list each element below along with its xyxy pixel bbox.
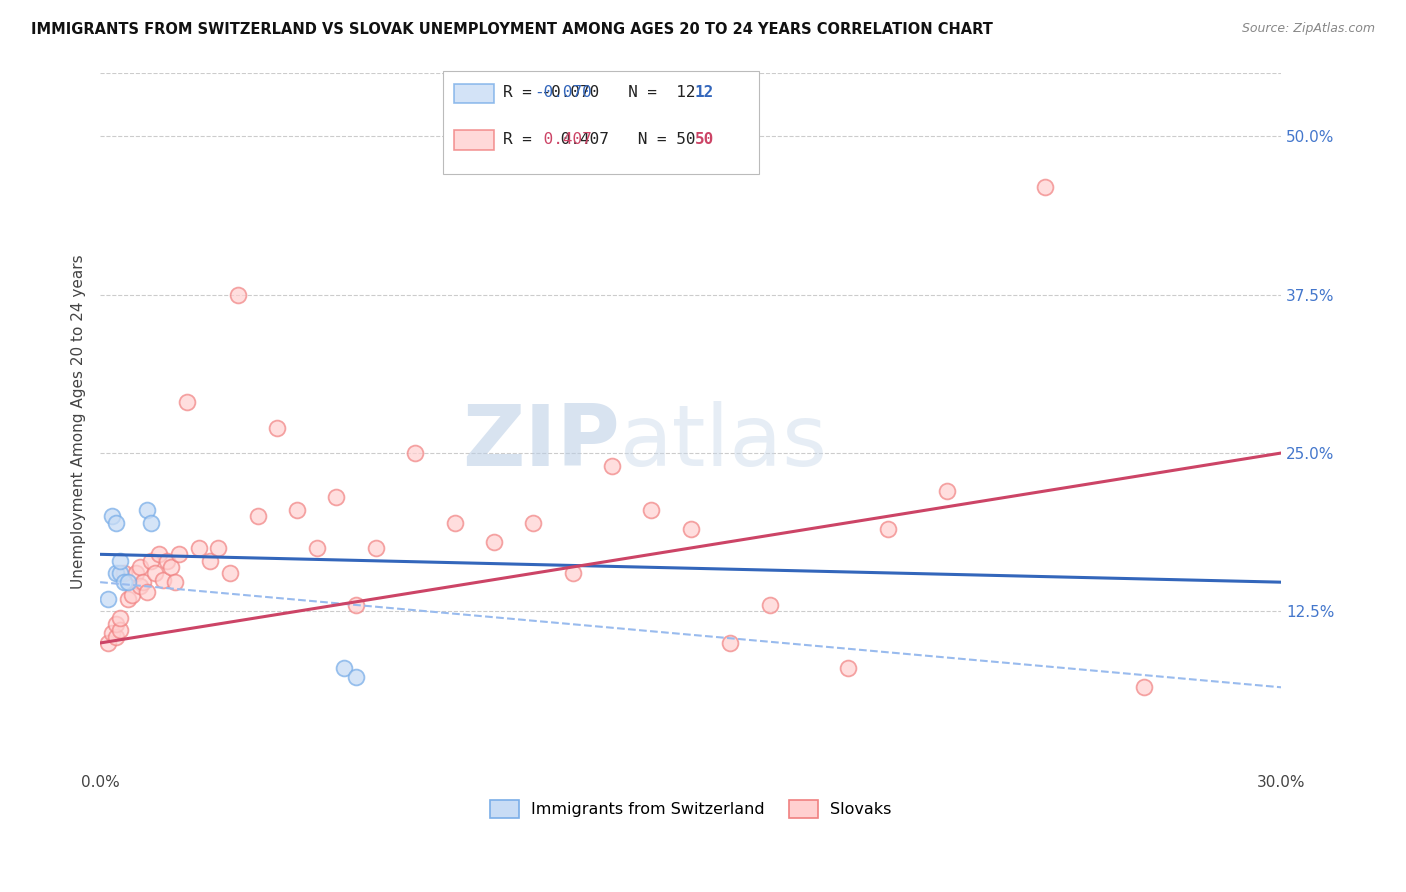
Slovaks [344, 598, 367, 612]
Slovaks [163, 575, 186, 590]
Slovaks [404, 446, 426, 460]
Slovaks [325, 491, 347, 505]
Immigrants from Switzerland [344, 670, 367, 684]
Slovaks [156, 554, 179, 568]
Slovaks [117, 591, 139, 606]
Text: Source: ZipAtlas.com: Source: ZipAtlas.com [1241, 22, 1375, 36]
Slovaks [141, 554, 163, 568]
Slovaks [266, 420, 288, 434]
Slovaks [758, 598, 780, 612]
Slovaks [160, 560, 183, 574]
Slovaks [561, 566, 583, 581]
Immigrants from Switzerland [101, 509, 124, 524]
Slovaks [124, 566, 146, 581]
Immigrants from Switzerland [104, 566, 127, 581]
Text: atlas: atlas [620, 401, 828, 483]
Slovaks [640, 503, 662, 517]
Immigrants from Switzerland [117, 575, 139, 590]
Slovaks [187, 541, 209, 555]
Slovaks [443, 516, 465, 530]
Slovaks [679, 522, 702, 536]
Slovaks [132, 575, 155, 590]
Immigrants from Switzerland [104, 516, 127, 530]
Immigrants from Switzerland [112, 575, 135, 590]
Text: 50: 50 [695, 132, 714, 146]
Slovaks [101, 625, 124, 640]
Y-axis label: Unemployment Among Ages 20 to 24 years: Unemployment Among Ages 20 to 24 years [72, 254, 86, 589]
Legend: Immigrants from Switzerland, Slovaks: Immigrants from Switzerland, Slovaks [484, 793, 898, 824]
Slovaks [200, 554, 222, 568]
Text: IMMIGRANTS FROM SWITZERLAND VS SLOVAK UNEMPLOYMENT AMONG AGES 20 TO 24 YEARS COR: IMMIGRANTS FROM SWITZERLAND VS SLOVAK UN… [31, 22, 993, 37]
Text: 0.407: 0.407 [534, 132, 592, 146]
Slovaks [246, 509, 269, 524]
Slovaks [112, 566, 135, 581]
Immigrants from Switzerland [136, 503, 159, 517]
Slovaks [128, 560, 150, 574]
Immigrants from Switzerland [97, 591, 120, 606]
Text: ZIP: ZIP [463, 401, 620, 483]
Text: R = -0.070   N =  12: R = -0.070 N = 12 [503, 86, 696, 100]
Slovaks [143, 566, 166, 581]
Immigrants from Switzerland [108, 566, 131, 581]
Slovaks [285, 503, 308, 517]
Slovaks [1033, 180, 1056, 194]
Slovaks [148, 547, 170, 561]
Immigrants from Switzerland [333, 661, 356, 675]
Slovaks [97, 636, 120, 650]
Slovaks [522, 516, 544, 530]
Immigrants from Switzerland [141, 516, 163, 530]
Slovaks [364, 541, 387, 555]
Slovaks [600, 458, 623, 473]
Slovaks [207, 541, 229, 555]
Text: -0.070: -0.070 [534, 86, 592, 100]
Slovaks [108, 624, 131, 638]
Slovaks [305, 541, 328, 555]
Slovaks [104, 617, 127, 632]
Slovaks [718, 636, 741, 650]
Slovaks [104, 630, 127, 644]
Text: 12: 12 [695, 86, 714, 100]
Slovaks [876, 522, 898, 536]
Slovaks [121, 588, 143, 602]
Slovaks [167, 547, 190, 561]
Slovaks [935, 483, 957, 498]
Slovaks [219, 566, 242, 581]
Immigrants from Switzerland [108, 554, 131, 568]
Slovaks [226, 287, 249, 301]
Slovaks [1132, 681, 1154, 695]
Slovaks [128, 579, 150, 593]
Slovaks [837, 661, 859, 675]
Slovaks [152, 573, 174, 587]
Slovaks [136, 585, 159, 599]
Text: R =   0.407   N = 50: R = 0.407 N = 50 [503, 132, 696, 146]
Slovaks [176, 395, 198, 409]
Slovaks [108, 610, 131, 624]
Slovaks [482, 534, 505, 549]
